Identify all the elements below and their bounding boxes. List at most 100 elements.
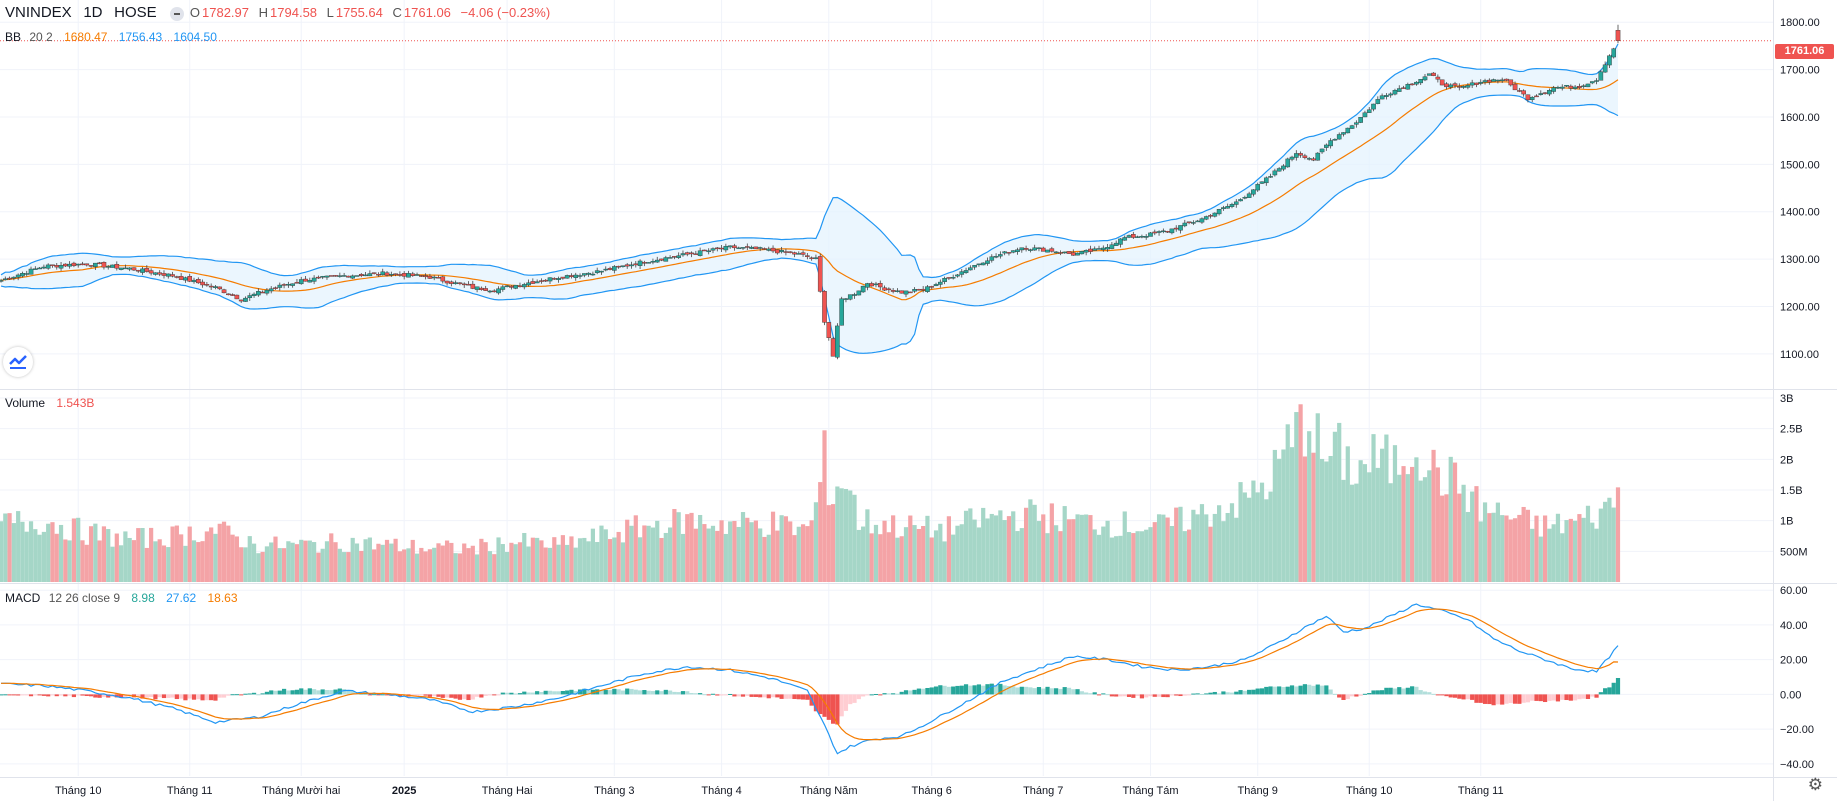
candle <box>466 283 471 286</box>
volume-bar <box>97 540 102 582</box>
volume-bar <box>740 512 746 582</box>
candle <box>1281 165 1286 170</box>
macd-hist-bar <box>1156 694 1162 697</box>
volume-bar <box>209 527 214 582</box>
macd-hist-bar <box>324 690 330 695</box>
settings-gear-icon[interactable]: ⚙ <box>1807 775 1823 794</box>
volume-bar <box>234 536 240 582</box>
tradingview-logo-icon[interactable] <box>3 347 33 377</box>
candle <box>1577 86 1582 88</box>
macd-tick-label: 20.00 <box>1780 655 1808 667</box>
candle <box>1105 247 1110 250</box>
macd-hist-bar <box>1410 686 1415 695</box>
macd-hist-bar <box>153 694 158 700</box>
macd-hist-bar <box>1028 687 1033 695</box>
volume-legend[interactable]: Volume 1.543B <box>5 396 96 410</box>
candle <box>414 274 420 276</box>
candle <box>972 265 977 268</box>
macd-hist-bar <box>161 694 167 699</box>
volume-bar <box>1538 536 1543 582</box>
candle <box>187 276 193 282</box>
volume-bar <box>526 546 531 582</box>
macd-hist-bar <box>895 693 900 695</box>
candle <box>1422 76 1428 81</box>
volume-bar <box>402 549 407 582</box>
candle <box>170 274 175 277</box>
volume-bar <box>1195 514 1200 582</box>
interval-label[interactable]: 1D <box>83 4 103 21</box>
volume-bar <box>745 517 750 582</box>
macd-hist-bar <box>680 691 686 695</box>
candle <box>573 274 579 278</box>
candle <box>290 283 295 286</box>
macd-hist-bar <box>144 694 149 698</box>
volume-bar <box>822 430 827 582</box>
candle <box>75 263 81 266</box>
volume-bar <box>599 525 604 582</box>
macd-hist-bar <box>1096 694 1102 696</box>
macd-hist-bar <box>565 690 570 695</box>
volume-bar <box>702 524 707 582</box>
volume-bar <box>569 536 574 582</box>
price-tick-label: 1700.00 <box>1780 65 1820 77</box>
candle <box>461 283 467 286</box>
bb-lower-line <box>0 94 1619 354</box>
volume-bar <box>46 523 51 582</box>
macd-hist-bar <box>689 693 694 695</box>
candle <box>1058 252 1063 254</box>
macd-hist-bar <box>1607 687 1612 695</box>
macd-legend[interactable]: MACD 12 26 close 9 8.98 27.62 18.63 <box>5 591 240 605</box>
volume-bar <box>1354 483 1359 582</box>
candle <box>1229 204 1235 207</box>
macd-hist-bar <box>663 689 668 695</box>
collapse-legend-icon[interactable] <box>170 6 185 21</box>
candle <box>1444 83 1449 88</box>
macd-hist-bar <box>719 694 724 696</box>
macd-hist-bar <box>526 692 531 695</box>
volume-bar <box>1388 483 1393 582</box>
candle <box>959 271 965 275</box>
volume-bar <box>963 510 969 582</box>
candle <box>226 293 231 296</box>
volume-bar <box>796 526 801 582</box>
candle <box>436 277 441 279</box>
candle <box>243 297 248 302</box>
macd-hist-bar <box>908 690 913 695</box>
volume-bar <box>560 535 565 582</box>
volume-bar <box>577 538 583 582</box>
candle <box>629 264 634 267</box>
macd-hist-bar <box>217 694 222 698</box>
macd-hist-bar <box>1242 690 1247 695</box>
macd-hist-bar <box>509 692 514 695</box>
candle <box>745 246 750 248</box>
volume-bar <box>170 526 175 582</box>
volume-bar <box>406 548 411 582</box>
macd-hist-bar <box>629 688 634 695</box>
volume-bar <box>1169 525 1175 582</box>
volume-bar <box>1487 513 1492 582</box>
volume-bar <box>539 540 544 582</box>
macd-hist-bar <box>264 691 270 695</box>
candle <box>58 265 64 269</box>
candle <box>907 291 913 294</box>
symbol-name[interactable]: VNINDEX <box>5 4 72 21</box>
volume-bar <box>1234 517 1239 582</box>
candle <box>1131 234 1136 238</box>
bb-legend[interactable]: BB 20 2 1680.47 1756.43 1604.50 <box>5 30 219 44</box>
candles <box>0 24 1621 360</box>
volume-bar <box>1337 422 1342 582</box>
macd-hist-bar <box>676 692 681 695</box>
macd-hist-bar <box>762 694 767 698</box>
macd-hist-bar <box>998 683 1003 695</box>
volume-bar <box>1568 518 1573 582</box>
volume-bar <box>951 534 956 582</box>
candle <box>689 252 694 255</box>
volume-bar <box>1019 528 1024 582</box>
volume-bar <box>1028 499 1033 582</box>
macd-hist-bar <box>1422 691 1428 695</box>
volume-bar <box>131 540 137 582</box>
volume-bar <box>1101 526 1106 582</box>
candle <box>1002 251 1007 254</box>
volume-bar <box>1182 531 1187 582</box>
